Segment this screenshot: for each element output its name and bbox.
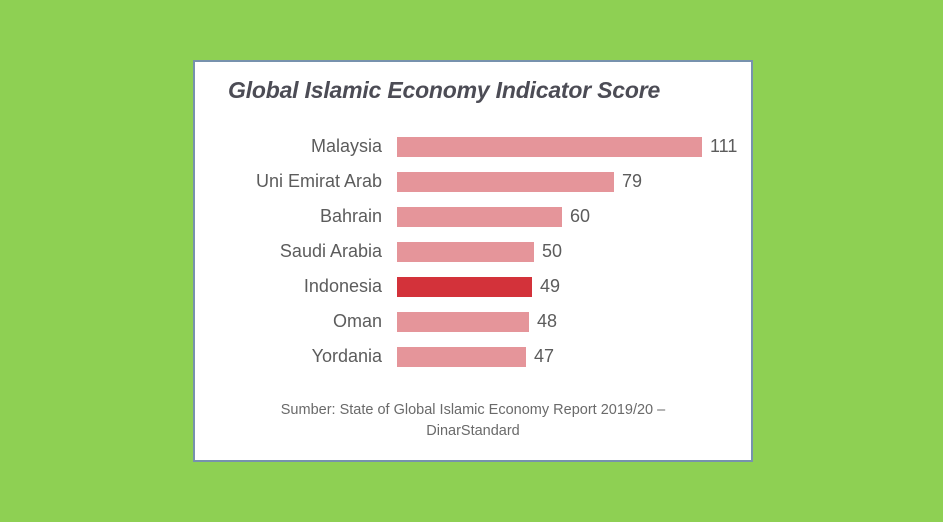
bar-track: 60 [397, 199, 751, 234]
bar-value-label: 111 [710, 136, 738, 156]
bar-row: Bahrain 60 [195, 199, 751, 234]
bar-value-label: 48 [537, 311, 558, 331]
bar-value-label: 50 [542, 241, 563, 261]
source-line-1: Sumber: State of Global Islamic Economy … [280, 402, 666, 418]
bar-track: 79 [397, 164, 751, 199]
chart-title: Global Islamic Economy Indicator Score [228, 77, 661, 103]
bar-category-label: Uni Emirat Arab [255, 171, 382, 191]
bar-category-label: Saudi Arabia [279, 241, 382, 261]
bar-value-label: 47 [534, 346, 555, 366]
chart-source-footnote: Sumber: State of Global Islamic Economy … [219, 400, 727, 442]
bar-category-label: Malaysia [310, 136, 382, 156]
bar-track: 50 [397, 234, 751, 269]
chart-card: Global Islamic Economy Indicator Score M… [193, 60, 753, 462]
bar-track: 47 [397, 339, 751, 374]
bar-row: Indonesia 49 [195, 269, 751, 304]
bar-track: 48 [397, 304, 751, 339]
bar-uni-emirat-arab[interactable] [397, 172, 614, 192]
bar-yordania[interactable] [397, 347, 526, 367]
bar-value-label: 49 [540, 276, 561, 296]
bar-oman[interactable] [397, 312, 529, 332]
bar-value-label: 60 [570, 206, 591, 226]
bar-indonesia[interactable] [397, 277, 532, 297]
bar-bahrain[interactable] [397, 207, 562, 227]
bar-track: 49 [397, 269, 751, 304]
bar-track: 111 [397, 129, 751, 164]
bar-row: Uni Emirat Arab 79 [195, 164, 751, 199]
source-line-2: DinarStandard [426, 423, 520, 439]
bar-row: Oman 48 [195, 304, 751, 339]
bar-row: Saudi Arabia 50 [195, 234, 751, 269]
bar-value-label: 79 [622, 171, 643, 191]
bar-chart-plot-area: Malaysia 111 Uni Emirat Arab 79 Bahrain 60 Sau… [195, 129, 751, 377]
bar-malaysia[interactable] [397, 137, 702, 157]
bar-saudi-arabia[interactable] [397, 242, 534, 262]
bar-category-label: Indonesia [303, 276, 382, 296]
bar-row: Yordania 47 [195, 339, 751, 374]
bar-category-label: Yordania [311, 346, 382, 366]
bar-category-label: Oman [332, 311, 382, 331]
bar-category-label: Bahrain [319, 206, 382, 226]
bar-row: Malaysia 111 [195, 129, 751, 164]
